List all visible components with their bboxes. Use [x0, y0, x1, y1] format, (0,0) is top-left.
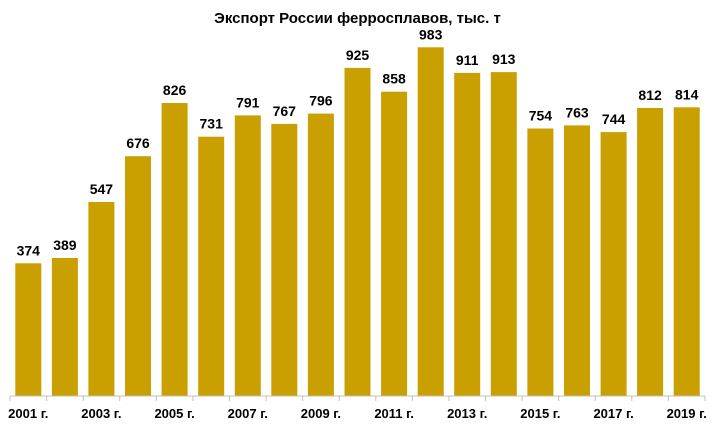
tick-label-2009: 2009 г.	[301, 406, 341, 421]
value-label-2012: 983	[419, 26, 443, 42]
bar-2003	[88, 202, 115, 396]
value-label-2003: 547	[90, 181, 114, 197]
value-label-2018: 812	[638, 87, 662, 103]
value-label-2011: 858	[382, 71, 406, 87]
bar-2009	[307, 113, 334, 396]
tick-label-2019: 2019 г.	[667, 406, 707, 421]
value-label-2006: 731	[200, 116, 224, 132]
tick-label-2011: 2011 г.	[374, 406, 414, 421]
bar-2006	[198, 136, 225, 396]
tick-label-2015: 2015 г.	[520, 406, 560, 421]
value-label-2004: 676	[126, 135, 150, 151]
value-label-2007: 791	[236, 94, 260, 110]
bar-2018	[637, 108, 664, 396]
tick-label-2001: 2001 г.	[8, 406, 48, 421]
x-axis-tick-labels: 2001 г. 2003 г. 2005 г. 2007 г. 2009 г. 2011 …	[8, 406, 707, 421]
tick-label-2013: 2013 г.	[447, 406, 487, 421]
bar-2007	[234, 115, 261, 397]
bar-2010	[344, 67, 371, 397]
value-label-2002: 389	[53, 237, 77, 253]
bar-2019	[673, 107, 700, 397]
value-label-2001: 374	[17, 242, 41, 258]
bar-2013	[454, 72, 481, 397]
tick-label-2005: 2005 г.	[154, 406, 194, 421]
bar-2016	[564, 125, 590, 397]
tick-label-2007: 2007 г.	[228, 406, 268, 421]
value-label-2005: 826	[163, 82, 187, 98]
bar-2012	[417, 47, 444, 397]
chart-title: Экспорт России ферросплавов, тыс. т	[214, 10, 501, 27]
value-label-2008: 767	[273, 103, 297, 119]
value-label-2017: 744	[602, 111, 626, 127]
bar-2017	[600, 132, 627, 396]
value-labels-group: 374 389 547 676 826 731 791 767 796 925 858 983 911 9…	[17, 26, 699, 258]
value-label-2015: 754	[529, 108, 553, 124]
tick-label-2017: 2017 г.	[593, 406, 633, 421]
bar-2008	[271, 123, 298, 397]
tick-label-2003: 2003 г.	[81, 406, 121, 421]
value-label-2009: 796	[309, 93, 333, 109]
x-axis-ticks	[9, 396, 706, 401]
bars-group	[15, 47, 700, 397]
value-label-2013: 911	[456, 52, 479, 68]
bar-2005	[161, 103, 188, 396]
bar-2001	[15, 263, 42, 396]
value-label-2010: 925	[346, 47, 370, 63]
value-label-2014: 913	[492, 51, 516, 67]
bar-2011	[381, 91, 408, 396]
bar-2015	[527, 128, 554, 396]
bar-2004	[125, 156, 151, 396]
bar-2014	[490, 72, 517, 396]
value-label-2019: 814	[675, 86, 699, 102]
bar-2002	[51, 258, 78, 396]
value-label-2016: 763	[565, 104, 589, 120]
